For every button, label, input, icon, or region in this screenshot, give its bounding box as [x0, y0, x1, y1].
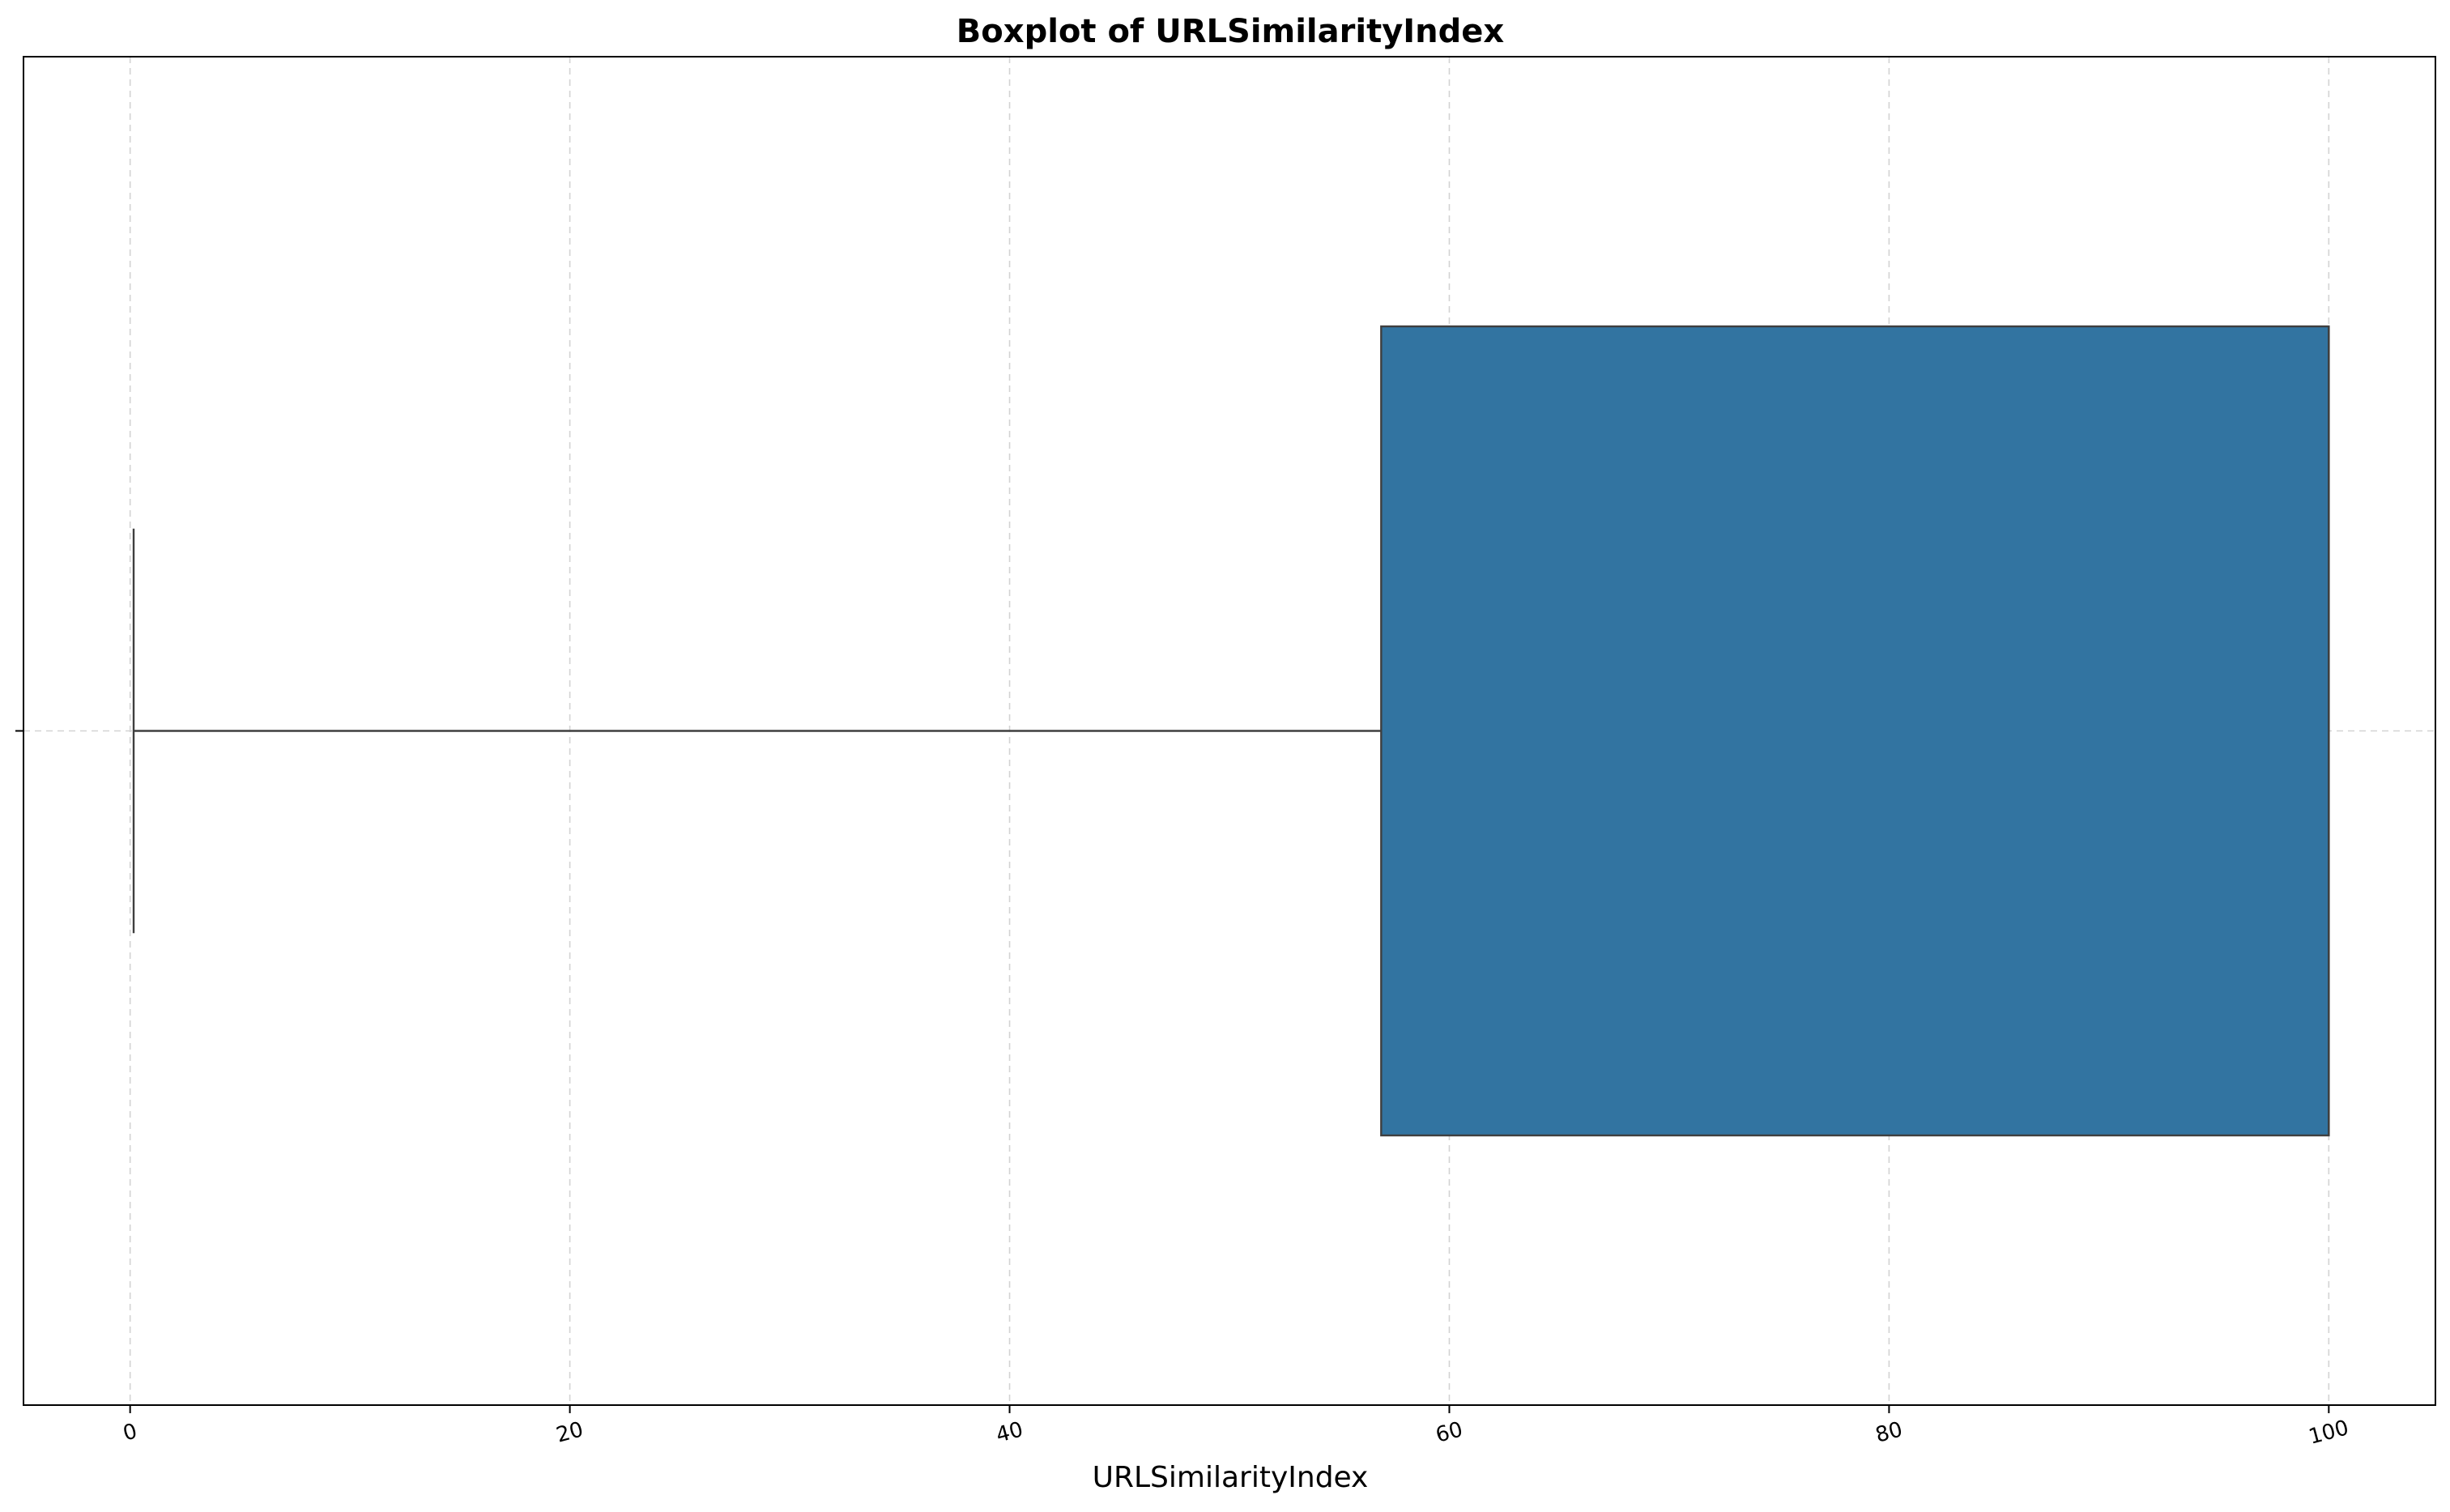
box-group	[132, 325, 2330, 1137]
x-tick-label: 80	[1873, 1417, 1906, 1448]
x-axis-ticks: 0 20 40 60 80 100	[121, 1405, 2351, 1450]
interquartile-box	[1380, 325, 2330, 1137]
axes	[15, 56, 2436, 1406]
x-tick-label: 0	[121, 1419, 140, 1446]
chart-title: Boxplot of URLSimilarityIndex	[957, 13, 1505, 50]
x-tick-label: 60	[1434, 1417, 1466, 1448]
x-axis-label: URLSimilarityIndex	[1093, 1461, 1369, 1494]
x-tick-label: 100	[2306, 1416, 2351, 1450]
x-tick-label: 20	[554, 1417, 586, 1448]
x-tick-label: 40	[994, 1417, 1026, 1448]
